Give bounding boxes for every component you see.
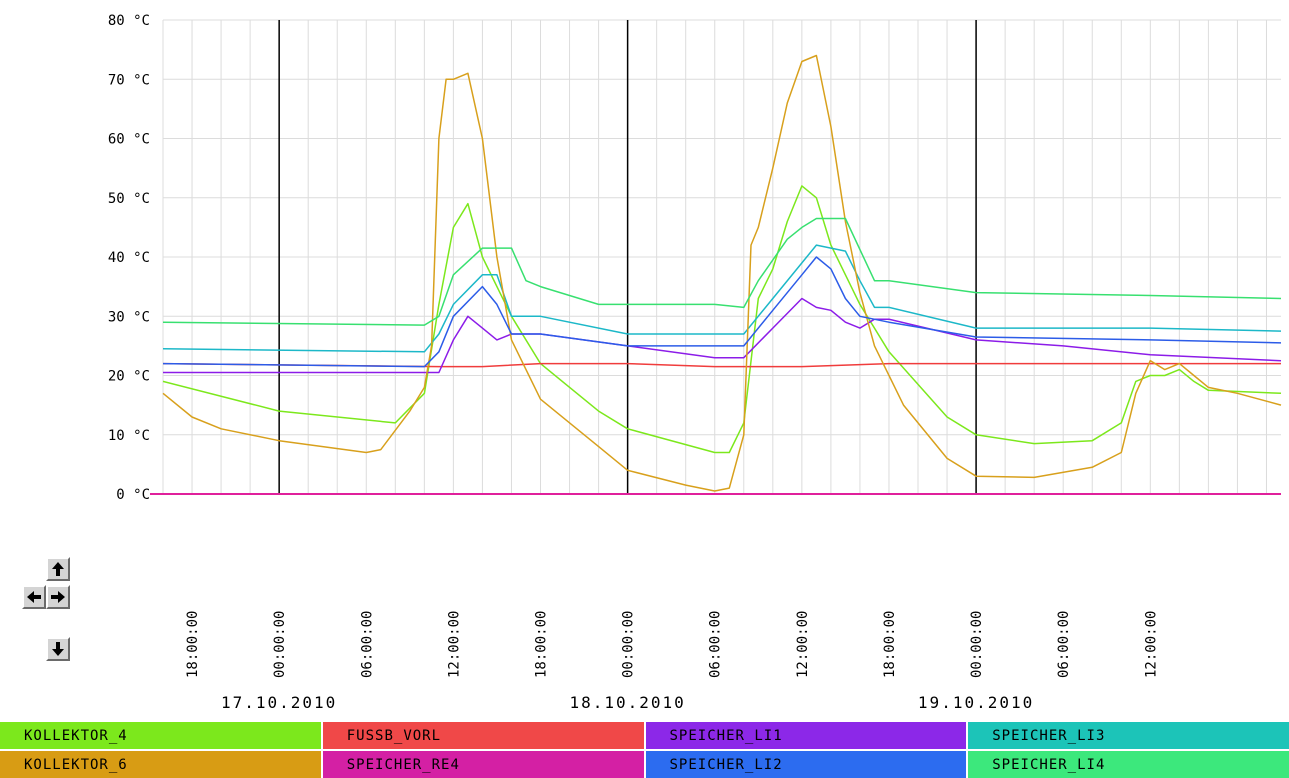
y-tick-label: 70 °C (108, 72, 150, 88)
series-line-kollektor_6 (162, 54, 1282, 492)
chart-legend: KOLLEKTOR_4 FUSSB_VORL SPEICHER_LI1 SPEICHE… (0, 722, 1289, 778)
day-label: 18.10.2010 (569, 693, 685, 712)
y-tick-label: 40 °C (108, 250, 150, 266)
chart-series (162, 54, 1282, 495)
legend-label: SPEICHER_LI2 (669, 756, 783, 773)
x-tick-label: 18:00:00 (185, 611, 201, 678)
series-line-speicher_li1 (163, 297, 1282, 374)
legend-item-kollektor_4: KOLLEKTOR_4 (0, 722, 321, 749)
y-tick-label: 10 °C (108, 428, 150, 444)
chart-navigation (22, 557, 102, 675)
legend-item-speicher_re4: SPEICHER_RE4 (322, 751, 644, 778)
legend-label: KOLLEKTOR_6 (24, 756, 128, 773)
day-label: 17.10.2010 (221, 693, 337, 712)
x-tick-label: 12:00:00 (795, 611, 811, 678)
legend-item-fussb_vorl: FUSSB_VORL (322, 722, 644, 749)
x-tick-label: 00:00:00 (272, 611, 288, 678)
chart-grid (150, 19, 1281, 495)
series-line-fussb_vorl (162, 362, 1281, 368)
day-label: 19.10.2010 (918, 693, 1034, 712)
temperature-chart: 0 °C 10 °C 20 °C 30 °C 40 °C 50 °C 60 °C 70 °C 8… (108, 13, 1282, 712)
series-line-kollektor_4 (162, 185, 1282, 454)
day-labels: 17.10.2010 18.10.2010 19.10.2010 (221, 693, 1034, 712)
series-line-speicher_li4 (162, 217, 1282, 326)
legend-item-speicher_li1: SPEICHER_LI1 (645, 722, 967, 749)
y-axis: 0 °C 10 °C 20 °C 30 °C 40 °C 50 °C 60 °C 70 °C 8… (108, 13, 150, 503)
y-tick-label: 20 °C (108, 369, 150, 385)
series-line-speicher_li3 (162, 244, 1282, 353)
y-tick-label: 50 °C (108, 191, 150, 207)
scroll-left-button[interactable] (22, 585, 46, 609)
legend-item-speicher_li3: SPEICHER_LI3 (968, 722, 1289, 749)
y-tick-label: 0 °C (116, 487, 150, 503)
x-tick-label: 18:00:00 (534, 611, 550, 678)
y-tick-label: 60 °C (108, 132, 150, 148)
x-tick-label: 06:00:00 (1056, 611, 1072, 678)
y-tick-label: 80 °C (108, 13, 150, 29)
scroll-right-button[interactable] (46, 585, 70, 609)
legend-label: SPEICHER_LI3 (992, 727, 1106, 744)
arrow-down-icon (52, 642, 64, 656)
legend-item-speicher_li4: SPEICHER_LI4 (968, 751, 1289, 778)
arrow-right-icon (51, 591, 65, 603)
arrow-left-icon (27, 591, 41, 603)
legend-label: SPEICHER_RE4 (346, 756, 460, 773)
x-tick-label: 06:00:00 (359, 611, 375, 678)
legend-item-speicher_li2: SPEICHER_LI2 (645, 751, 967, 778)
x-axis: 18:00:00 00:00:00 06:00:00 12:00:00 18:00:00… (185, 611, 1159, 678)
legend-label: KOLLEKTOR_4 (24, 727, 128, 744)
x-tick-label: 00:00:00 (969, 611, 985, 678)
legend-item-kollektor_6: KOLLEKTOR_6 (0, 751, 321, 778)
x-tick-label: 06:00:00 (708, 611, 724, 678)
arrow-up-icon (52, 562, 64, 576)
x-tick-label: 12:00:00 (446, 611, 462, 678)
scroll-up-button[interactable] (46, 557, 70, 581)
y-tick-label: 30 °C (108, 309, 150, 325)
x-tick-label: 00:00:00 (621, 611, 637, 678)
scroll-down-button[interactable] (46, 637, 70, 661)
legend-label: SPEICHER_LI1 (669, 727, 783, 744)
legend-label: SPEICHER_LI4 (992, 756, 1106, 773)
series-line-speicher_li2 (162, 256, 1282, 368)
x-tick-label: 18:00:00 (882, 611, 898, 678)
legend-label: FUSSB_VORL (346, 727, 442, 744)
x-tick-label: 12:00:00 (1143, 611, 1159, 678)
